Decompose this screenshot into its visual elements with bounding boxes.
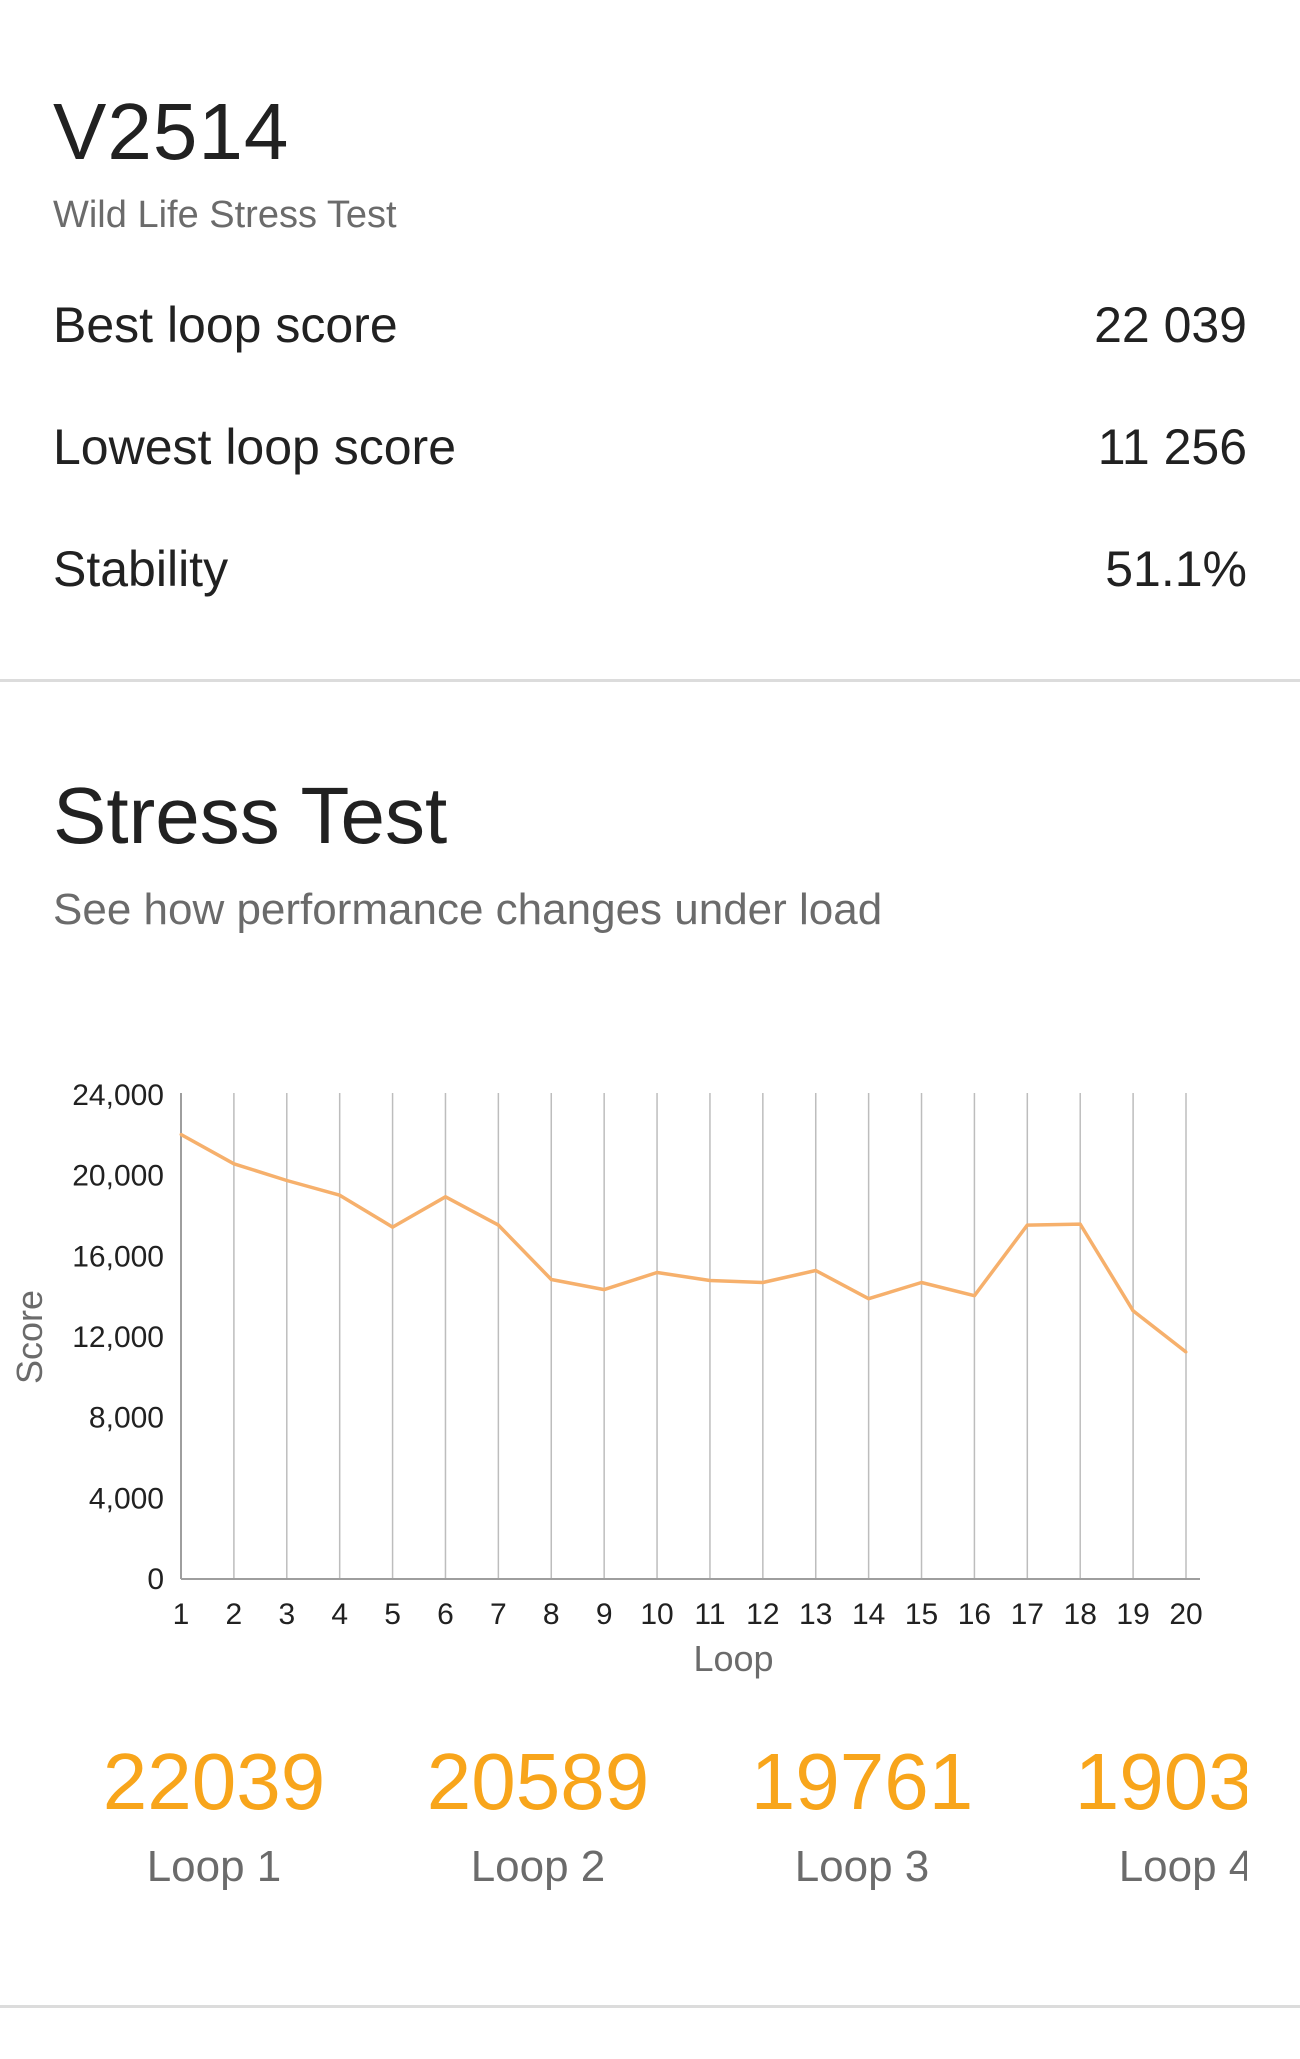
x-tick-label: 12 [746,1598,779,1631]
x-tick-label: 9 [596,1598,613,1631]
data-point [1131,1309,1135,1313]
data-point [496,1223,500,1227]
x-tick-label: 1 [173,1598,190,1631]
data-point [708,1279,712,1283]
data-point [920,1281,924,1285]
loop-label: Loop 2 [470,1842,606,1891]
data-point [814,1268,818,1272]
x-tick-label: 10 [640,1598,673,1631]
x-tick-label: 14 [852,1598,885,1631]
section-subtitle: See how performance changes under load [53,885,883,934]
loop-score: 20589 [426,1742,650,1826]
x-tick-label: 16 [958,1598,991,1631]
x-tick-label: 19 [1116,1598,1149,1631]
data-point [443,1195,447,1199]
x-tick-label: 17 [1011,1598,1044,1631]
y-tick-label: 16,000 [72,1240,164,1273]
loop-scores-strip[interactable]: 22039 Loop 1 20589 Loop 2 19761 Loop 3 1… [53,1742,1247,1922]
loop-label: Loop 1 [146,1842,282,1891]
loop-card: 22039 Loop 1 [53,1742,375,1892]
y-tick-label: 8,000 [89,1402,164,1435]
y-tick-label: 0 [147,1563,164,1596]
x-tick-label: 3 [278,1598,295,1631]
stat-row-lowest: Lowest loop score 11 256 [53,418,1247,476]
chart-series [179,1132,1188,1354]
data-point [338,1193,342,1197]
loop-score: 22039 [102,1742,326,1826]
data-point [1078,1222,1082,1226]
bottom-divider [0,2005,1300,2008]
data-point [285,1178,289,1182]
device-name: V2514 [53,87,290,176]
x-tick-label: 20 [1169,1598,1202,1631]
data-point [179,1133,183,1137]
x-tick-label: 2 [226,1598,243,1631]
x-tick-label: 15 [905,1598,938,1631]
y-tick-label: 12,000 [72,1321,164,1354]
x-tick-label: 7 [490,1598,507,1631]
data-point [549,1278,553,1282]
stat-value: 11 256 [1097,419,1247,475]
loop-score: 19030 [1074,1742,1247,1826]
x-axis-title: Loop [693,1638,773,1679]
stat-row-best: Best loop score 22 039 [53,296,1247,354]
chart-grid [180,1093,1187,1579]
chart-axes [180,1093,1200,1580]
x-tick-label: 5 [384,1598,401,1631]
test-name: Wild Life Stress Test [53,194,397,236]
stat-value: 22 039 [1094,297,1247,353]
section-divider [0,679,1300,682]
stat-row-stability: Stability 51.1% [53,540,1247,598]
data-point [1184,1350,1188,1354]
data-point [1025,1223,1029,1227]
y-tick-label: 20,000 [72,1160,164,1193]
x-tick-label: 13 [799,1598,832,1631]
loop-card: 20589 Loop 2 [377,1742,699,1892]
data-point [972,1294,976,1298]
x-tick-label: 11 [694,1598,725,1631]
series-line [180,1132,1188,1354]
stat-value: 51.1% [1105,541,1247,597]
stat-label: Stability [53,541,229,597]
loop-score: 19761 [750,1742,974,1826]
x-tick-label: 4 [331,1598,348,1631]
data-point [655,1270,659,1274]
loop-label: Loop 4 [1118,1842,1247,1891]
loop-label: Loop 3 [794,1842,930,1891]
loop-card: 19761 Loop 3 [701,1742,1023,1892]
data-point [391,1225,395,1229]
stat-label: Lowest loop score [53,419,457,475]
stat-label: Best loop score [53,297,398,353]
y-tick-label: 4,000 [89,1482,164,1515]
data-point [232,1162,236,1166]
data-point [602,1288,606,1292]
data-point [761,1281,765,1285]
x-tick-label: 18 [1064,1598,1097,1631]
data-point [867,1297,871,1301]
x-tick-label: 8 [543,1598,560,1631]
y-tick-label: 24,000 [72,1079,164,1112]
y-axis-title: Score [9,1290,50,1384]
x-tick-label: 6 [437,1598,454,1631]
section-title: Stress Test [53,771,448,860]
loop-card: 19030 Loop 4 [1025,1742,1247,1892]
